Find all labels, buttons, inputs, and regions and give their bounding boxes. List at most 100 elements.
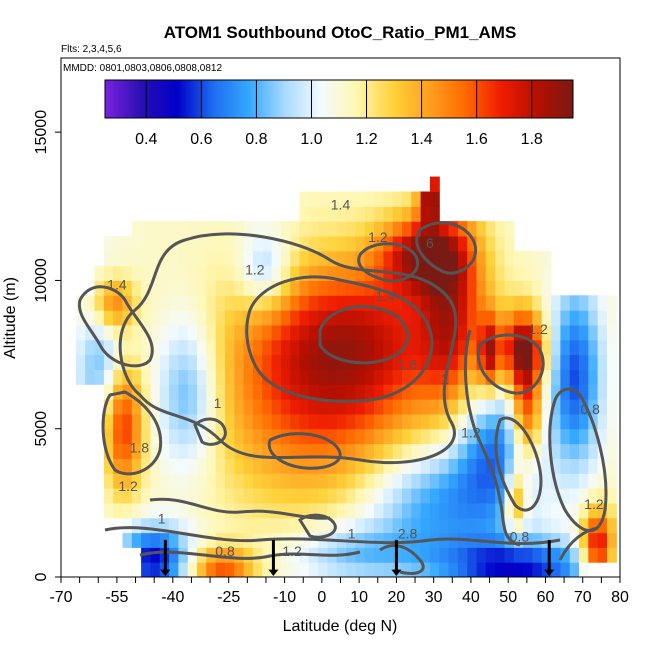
heatmap-cell <box>523 517 533 534</box>
heatmap-cell <box>290 339 301 356</box>
heatmap-cell <box>141 221 151 237</box>
heatmap-cell <box>457 295 468 311</box>
heatmap-cell <box>225 517 235 534</box>
heatmap-cell <box>308 413 319 430</box>
x-axis: -70 -55 -40 -25 -10 0 10 20 30 40 50 60 70 80 <box>49 577 629 606</box>
heatmap-cell <box>215 250 226 267</box>
heatmap-cell <box>150 443 161 459</box>
heatmap-cell <box>122 250 133 267</box>
heatmap-cell <box>113 458 124 474</box>
heatmap-cell <box>504 473 515 489</box>
heatmap-cell <box>588 354 599 370</box>
heatmap-cell <box>178 562 189 577</box>
heatmap-cell <box>206 562 217 577</box>
heatmap-cell <box>560 532 571 548</box>
heatmap-cell <box>197 517 207 534</box>
heatmap-cell <box>197 399 207 415</box>
heatmap-cell <box>113 250 124 267</box>
heatmap-cell <box>429 413 440 430</box>
heatmap-cell <box>392 280 403 296</box>
heatmap-cell <box>420 354 431 370</box>
heatmap-cell <box>364 369 375 385</box>
heatmap-cell <box>346 413 356 430</box>
heatmap-cell <box>364 324 375 341</box>
heatmap-cell <box>523 443 533 459</box>
heatmap-cell <box>364 458 375 474</box>
heatmap-cell <box>206 369 217 385</box>
heatmap-cell <box>448 235 459 252</box>
heatmap-cell <box>513 310 524 326</box>
heatmap-cell <box>485 369 496 385</box>
heatmap-cell <box>485 562 496 577</box>
heatmap-cell <box>178 443 189 459</box>
heatmap-cell <box>579 324 589 341</box>
heatmap-cell <box>346 221 356 237</box>
heatmap-cell <box>607 310 617 326</box>
x-tick-label: -70 <box>49 589 72 606</box>
heatmap-cell <box>467 324 478 341</box>
heatmap-cell <box>252 547 263 563</box>
heatmap-cell <box>346 384 356 400</box>
heatmap-cell <box>551 428 561 445</box>
heatmap-cell <box>429 280 440 296</box>
heatmap-cell <box>159 369 170 385</box>
heatmap-cell <box>383 562 394 577</box>
heatmap-cell <box>234 310 245 326</box>
heatmap-cell <box>243 384 254 400</box>
heatmap-cell <box>504 280 515 296</box>
heatmap-cell <box>355 265 366 281</box>
heatmap-cell <box>178 295 189 311</box>
heatmap-cell <box>392 458 403 474</box>
heatmap-cell <box>532 473 543 489</box>
heatmap-cell <box>588 369 599 385</box>
heatmap-cell <box>262 235 273 252</box>
heatmap-cell <box>579 562 589 577</box>
heatmap-cell <box>206 413 217 430</box>
heatmap-cell <box>225 324 235 341</box>
heatmap-cell <box>169 413 179 430</box>
heatmap-cell <box>392 473 403 489</box>
heatmap-cell <box>225 265 235 281</box>
contour-line <box>139 550 361 560</box>
heatmap-cell <box>532 532 543 548</box>
heatmap-cell <box>308 502 319 519</box>
heatmap-cell <box>485 280 496 296</box>
heatmap-cell <box>280 488 291 504</box>
heatmap-cell <box>169 384 179 400</box>
heatmap-cell <box>187 250 198 267</box>
heatmap-cell <box>346 235 356 252</box>
heatmap-cell <box>457 473 468 489</box>
heatmap-cell <box>607 384 617 400</box>
heatmap-cell <box>271 384 282 400</box>
contour-label: 1.4 <box>107 276 127 292</box>
heatmap-cell <box>476 295 487 311</box>
heatmap-cell <box>336 280 347 296</box>
heatmap-cell <box>355 310 366 326</box>
heatmap-cell <box>131 324 142 341</box>
heatmap-cell <box>234 458 245 474</box>
heatmap-cell <box>374 384 384 400</box>
contour-line <box>476 333 545 395</box>
heatmap-cell <box>215 265 226 281</box>
heatmap-cell <box>588 488 599 504</box>
heatmap-cell <box>560 547 571 563</box>
heatmap-cell <box>579 428 589 445</box>
heatmap-cell <box>197 532 207 548</box>
heatmap-cell <box>318 206 328 222</box>
heatmap-cell <box>495 547 506 563</box>
heatmap-cell <box>327 265 338 281</box>
heatmap-cell <box>215 339 226 356</box>
heatmap-cell <box>215 399 226 415</box>
contour-label: 0.8 <box>580 401 600 417</box>
heatmap-cell <box>579 488 589 504</box>
heatmap-cell <box>420 547 431 563</box>
heatmap-cell <box>252 428 263 445</box>
heatmap-cell <box>485 413 496 430</box>
heatmap-cell <box>243 369 254 385</box>
heatmap-cell <box>532 354 543 370</box>
heatmap-cell <box>252 324 263 341</box>
heatmap-cell <box>364 547 375 563</box>
heatmap-cell <box>597 310 608 326</box>
heatmap-cell <box>476 235 487 252</box>
heatmap-cell <box>467 502 478 519</box>
